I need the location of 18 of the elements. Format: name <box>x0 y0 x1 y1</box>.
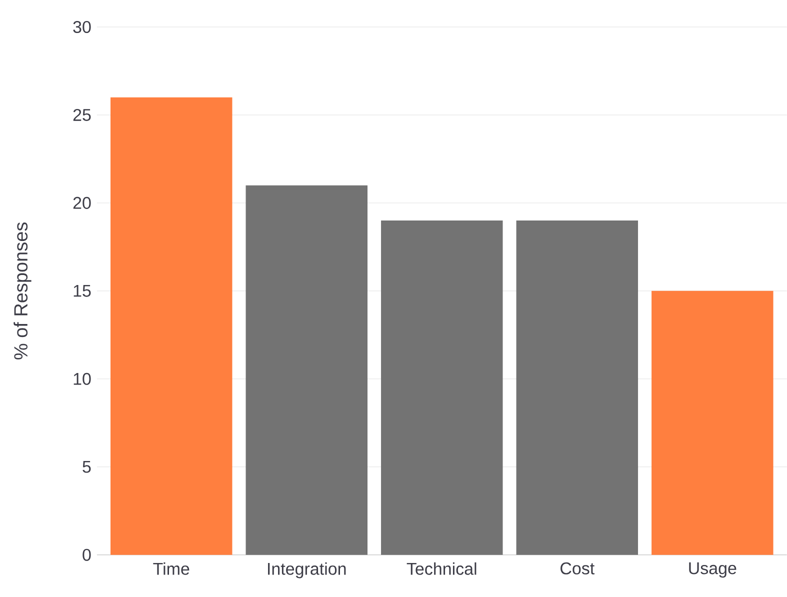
bar <box>516 220 638 555</box>
x-tick-label: Usage <box>689 562 736 578</box>
x-tick-label: Technical <box>406 562 476 575</box>
y-tick-label: 10 <box>74 372 91 385</box>
y-tick-label: 30 <box>73 21 91 34</box>
bar <box>652 291 774 555</box>
y-tick-label: 20 <box>73 197 91 210</box>
bar <box>246 185 368 555</box>
y-axis-title: % of Responses <box>14 222 32 360</box>
x-tick-label: Time <box>153 562 190 575</box>
bar <box>381 220 503 555</box>
x-tick-label: Cost <box>560 562 594 575</box>
x-tick-label: Integration <box>268 562 346 578</box>
y-tick-label: 0 <box>82 548 91 561</box>
bar <box>110 97 232 555</box>
y-tick-label: 25 <box>73 109 91 122</box>
y-tick-label: 5 <box>82 461 91 473</box>
y-tick-label: 15 <box>74 285 91 297</box>
